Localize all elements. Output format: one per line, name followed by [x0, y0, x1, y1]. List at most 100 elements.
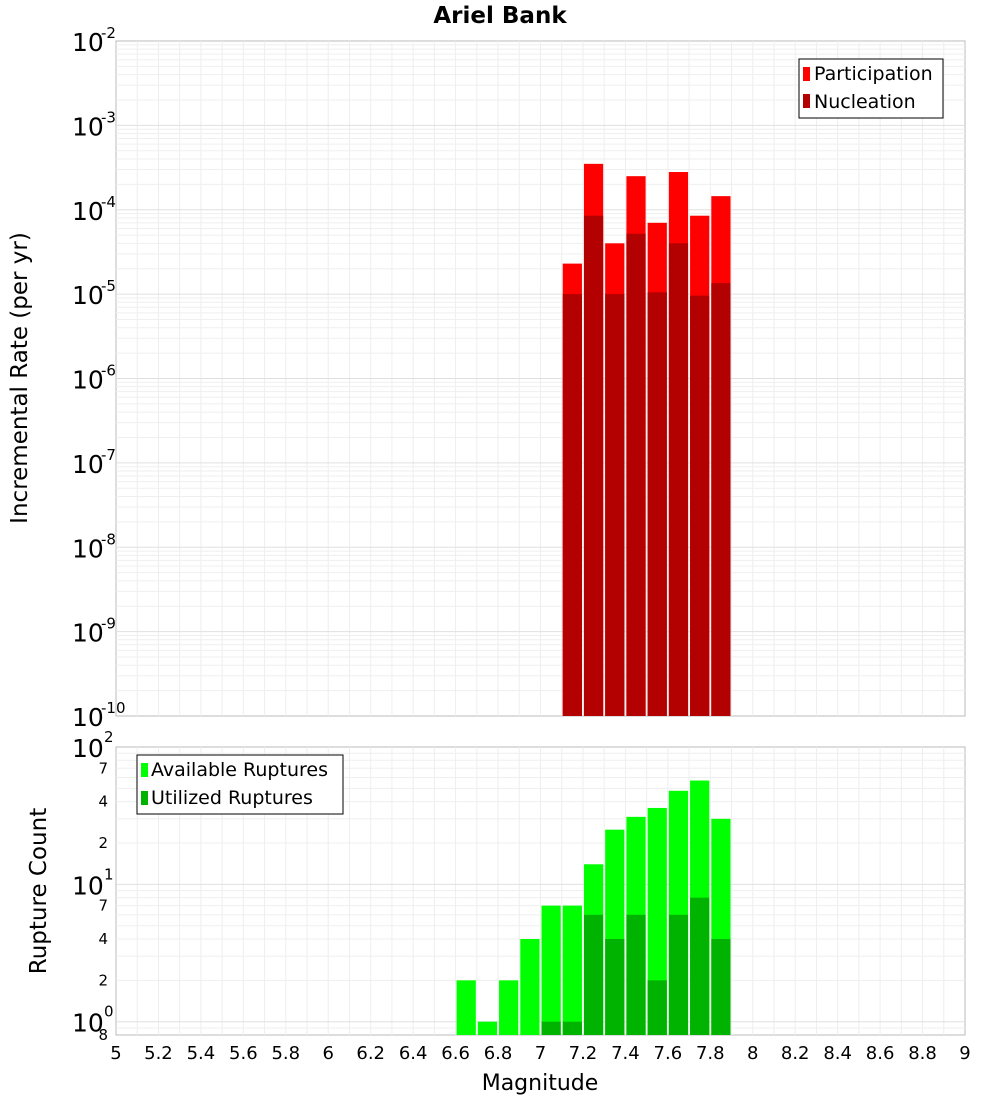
- y-tick-exponent: -4: [101, 193, 116, 211]
- legend-swatch-participation: [803, 67, 810, 81]
- y-minor-tick-label: 2: [98, 834, 108, 852]
- bottom-bar-inner: [626, 914, 646, 1035]
- x-tick-label: 8.8: [908, 1043, 937, 1064]
- y-tick-exponent: -10: [101, 699, 126, 717]
- legend-label-available: Available Ruptures: [151, 759, 328, 781]
- y-tick-label: 10: [72, 112, 104, 141]
- x-tick-label: 7.6: [654, 1043, 683, 1064]
- bottom-y-axis-label: Rupture Count: [26, 808, 52, 974]
- top-bar-inner: [711, 283, 731, 716]
- top-bar-inner: [605, 294, 625, 716]
- y-minor-tick-label: 7: [98, 897, 108, 915]
- x-tick-label: 7: [535, 1043, 546, 1064]
- y-tick-exponent: -7: [101, 446, 116, 464]
- x-tick-label: 5.4: [187, 1043, 216, 1064]
- x-axis-label: Magnitude: [482, 1071, 599, 1096]
- top-y-tick-labels: 10-210-310-410-510-610-710-810-910-10: [72, 24, 126, 732]
- y-tick-exponent: 2: [104, 728, 114, 746]
- top-grid: [116, 41, 965, 716]
- x-tick-label: 6: [323, 1043, 334, 1064]
- bottom-bar-outer: [477, 1021, 498, 1035]
- y-tick-exponent: -3: [101, 108, 116, 126]
- y-tick-label: 10: [72, 450, 104, 479]
- x-tick-label: 8.4: [823, 1043, 852, 1064]
- x-tick-label: 7.8: [696, 1043, 725, 1064]
- legend-label-nucleation: Nucleation: [814, 91, 916, 113]
- y-tick-label: 10: [72, 28, 104, 57]
- top-bar-inner: [583, 215, 604, 717]
- bottom-bar-outer: [520, 939, 540, 1035]
- bottom-bar-inner: [690, 897, 710, 1035]
- y-tick-label: 10: [72, 281, 104, 310]
- bottom-bars: [456, 780, 731, 1035]
- x-tick-labels: 5 5.2 5.4 5.6 5.8 6 6.2 6.4 6.6 6.8 7 7.2 7.4 7.6 7.8 8…: [110, 1043, 970, 1064]
- bottom-bar-outer: [562, 905, 582, 1035]
- x-tick-label: 5.6: [229, 1043, 258, 1064]
- top-bar-inner: [690, 295, 710, 716]
- bottom-bar-outer: [499, 980, 519, 1035]
- bottom-bar-inner: [647, 980, 667, 1035]
- y-tick-exponent: -9: [101, 615, 116, 633]
- x-tick-label: 5: [110, 1043, 121, 1064]
- y-tick-label: 10: [72, 1009, 104, 1038]
- x-tick-label: 6.4: [399, 1043, 428, 1064]
- y-tick-exponent: -8: [101, 530, 116, 548]
- legend-swatch-utilized: [141, 791, 148, 805]
- top-legend-box: [798, 58, 944, 119]
- bottom-legend-box: [136, 754, 344, 815]
- y-tick-label: 10: [72, 734, 104, 763]
- bottom-bar-inner: [541, 1021, 561, 1035]
- x-tick-label: 7.4: [611, 1043, 640, 1064]
- top-legend: Participation Nucleation: [798, 58, 944, 119]
- y-minor-tick-label: 7: [98, 759, 108, 777]
- y-tick-label: 10: [72, 534, 104, 563]
- y-tick-label: 10: [72, 619, 104, 648]
- x-tick-label: 9: [959, 1043, 970, 1064]
- y-tick-label: 10: [72, 197, 104, 226]
- y-minor-tick-label: 4: [98, 930, 108, 948]
- y-minor-tick-label: 4: [98, 793, 108, 811]
- top-bars: [562, 163, 731, 717]
- y-tick-exponent: 1: [104, 865, 114, 883]
- x-tick-label: 6.8: [484, 1043, 513, 1064]
- chart-title: Ariel Bank: [433, 3, 567, 29]
- x-tick-label: 8: [747, 1043, 758, 1064]
- bottom-bar-outer: [456, 980, 476, 1035]
- y-tick-exponent: -5: [101, 277, 116, 295]
- x-tick-label: 8.2: [781, 1043, 810, 1064]
- bottom-bar-inner: [668, 914, 689, 1035]
- legend-swatch-nucleation: [803, 94, 810, 108]
- bottom-bar-inner: [583, 914, 604, 1035]
- x-tick-label: 5.8: [271, 1043, 300, 1064]
- x-tick-label: 8.6: [866, 1043, 895, 1064]
- bottom-legend: Available Ruptures Utilized Ruptures: [136, 754, 344, 815]
- bottom-bar-inner: [605, 939, 625, 1035]
- legend-label-utilized: Utilized Ruptures: [151, 787, 313, 809]
- top-bar-inner: [562, 294, 582, 716]
- top-bar-inner: [668, 243, 689, 717]
- x-tick-label: 7.2: [569, 1043, 598, 1064]
- bottom-bar-inner: [562, 1021, 582, 1035]
- bottom-bar-inner: [711, 939, 731, 1035]
- legend-swatch-available: [141, 763, 148, 777]
- y-tick-label: 10: [72, 703, 104, 732]
- top-bar-inner: [626, 233, 646, 716]
- top-plot: 10-210-310-410-510-610-710-810-910-10 In…: [7, 24, 966, 732]
- y-tick-label: 10: [72, 871, 104, 900]
- y-tick-exponent: -2: [101, 24, 116, 42]
- y-minor-tick-label: 2: [98, 971, 108, 989]
- top-bar-inner: [647, 292, 667, 716]
- top-y-axis-label: Incremental Rate (per yr): [7, 232, 33, 524]
- y-minor-tick-label: 8: [98, 1026, 108, 1044]
- bottom-bar-outer: [541, 905, 561, 1035]
- legend-label-participation: Participation: [814, 63, 933, 85]
- y-tick-label: 10: [72, 366, 104, 395]
- x-tick-label: 5.2: [144, 1043, 173, 1064]
- y-tick-exponent: -6: [101, 362, 116, 380]
- x-tick-label: 6.2: [356, 1043, 385, 1064]
- x-tick-label: 6.6: [441, 1043, 470, 1064]
- bottom-bar-outer: [647, 807, 667, 1035]
